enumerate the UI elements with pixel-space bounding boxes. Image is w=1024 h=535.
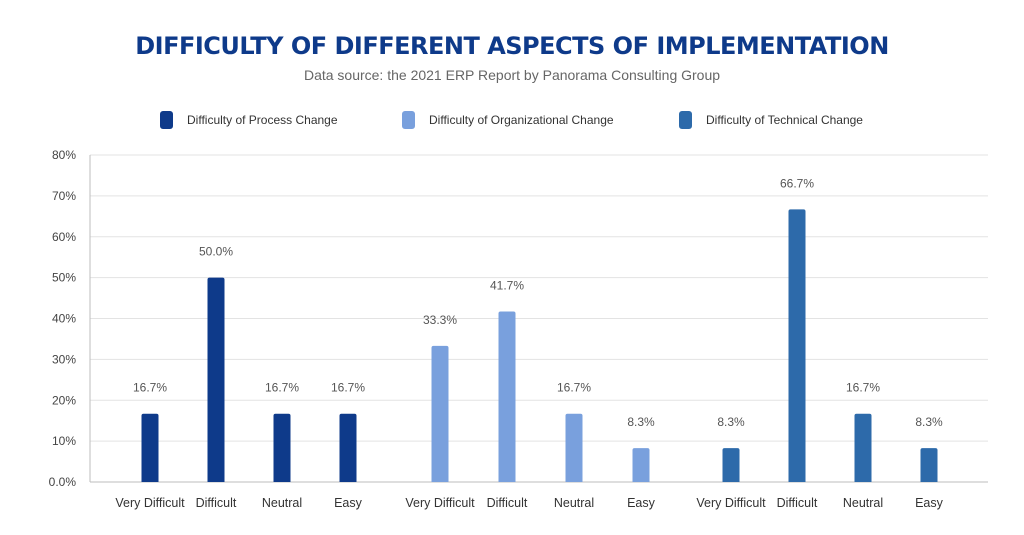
legend-swatch-process (160, 111, 173, 129)
x-category-label: Very Difficult (115, 496, 185, 510)
x-category-label: Difficult (777, 496, 818, 510)
x-category-label: Very Difficult (405, 496, 475, 510)
bar (632, 448, 650, 482)
bar (854, 413, 872, 482)
y-tick-label: 60% (52, 230, 76, 244)
x-category-label: Easy (334, 496, 363, 510)
bar (207, 277, 225, 482)
data-label: 8.3% (915, 415, 943, 429)
legend-item-process: Difficulty of Process Change (160, 110, 338, 130)
y-tick-label: 10% (52, 434, 76, 448)
y-tick-label: 70% (52, 189, 76, 203)
bar (565, 413, 583, 482)
bar (498, 311, 516, 482)
y-tick-label: 0.0% (49, 475, 77, 489)
data-label: 16.7% (133, 381, 167, 395)
x-category-label: Difficult (196, 496, 237, 510)
chart-title: DIFFICULTY OF DIFFERENT ASPECTS OF IMPLE… (135, 32, 889, 60)
legend-swatch-organizational (402, 111, 415, 129)
y-tick-label: 80% (52, 148, 76, 162)
bar (920, 448, 938, 482)
y-tick-label: 30% (52, 352, 76, 366)
y-tick-label: 50% (52, 271, 76, 285)
legend-label-organizational: Difficulty of Organizational Change (429, 113, 614, 127)
x-category-label: Neutral (554, 496, 594, 510)
x-category-label: Easy (915, 496, 944, 510)
bar (431, 345, 449, 482)
data-label: 16.7% (557, 381, 591, 395)
x-category-label: Difficult (487, 496, 528, 510)
data-label: 16.7% (331, 381, 365, 395)
legend-swatch-technical (679, 111, 692, 129)
legend-label-process: Difficulty of Process Change (187, 113, 338, 127)
data-label: 8.3% (717, 415, 745, 429)
legend-item-technical: Difficulty of Technical Change (679, 110, 863, 130)
data-label: 50.0% (199, 245, 233, 259)
chart-subtitle: Data source: the 2021 ERP Report by Pano… (303, 67, 721, 83)
legend: Difficulty of Process Change Difficulty … (0, 110, 1024, 130)
x-category-label: Very Difficult (696, 496, 766, 510)
data-label: 41.7% (490, 279, 524, 293)
x-category-label: Neutral (843, 496, 883, 510)
y-tick-label: 40% (52, 312, 76, 326)
y-tick-label: 20% (52, 393, 76, 407)
data-label: 33.3% (423, 313, 457, 327)
x-category-label: Easy (627, 496, 656, 510)
data-label: 16.7% (265, 381, 299, 395)
x-category-label: Neutral (262, 496, 302, 510)
bar (339, 413, 357, 482)
bar (722, 448, 740, 482)
legend-item-organizational: Difficulty of Organizational Change (402, 110, 614, 130)
bar (141, 413, 159, 482)
data-label: 66.7% (780, 176, 814, 190)
bar (788, 209, 806, 482)
data-label: 8.3% (627, 415, 655, 429)
legend-label-technical: Difficulty of Technical Change (706, 113, 863, 127)
data-label: 16.7% (846, 381, 880, 395)
bar (273, 413, 291, 482)
